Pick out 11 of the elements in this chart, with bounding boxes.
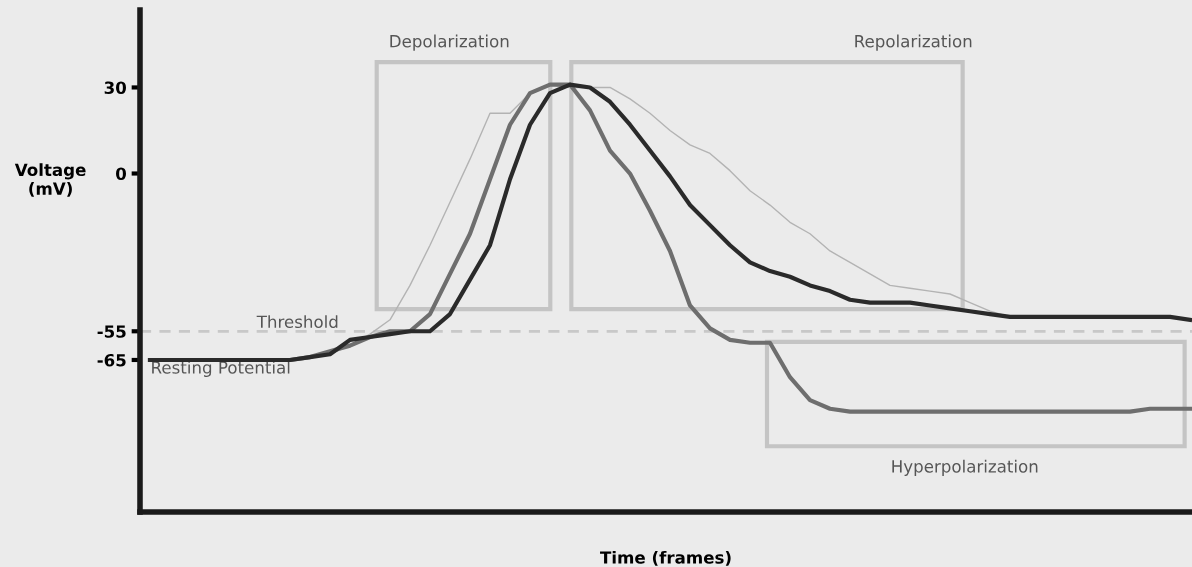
y-axis-title: Voltage (mV) <box>14 163 86 197</box>
ref-line-label: Threshold <box>256 315 338 329</box>
annotation: Depolarization <box>390 34 509 51</box>
annotation: Resting Potential <box>152 360 290 377</box>
y-tick-label: -55 <box>97 325 126 338</box>
y-tick-label: -65 <box>97 353 126 367</box>
x-axis-title: Time (frames) <box>600 550 731 566</box>
annotation: Hyperpolarization <box>892 459 1038 476</box>
y-tick-label: 0 <box>116 167 127 181</box>
y-tick-label: 30 <box>104 81 127 95</box>
annotation: Repolarization <box>855 34 972 51</box>
